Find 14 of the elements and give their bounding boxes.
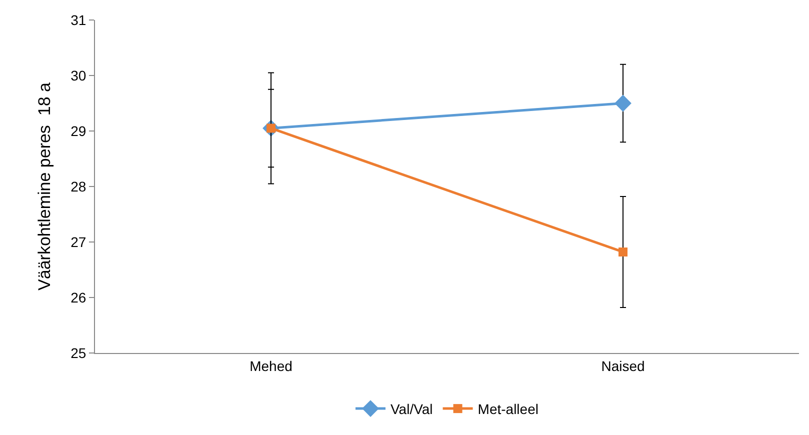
y-axis-title: Väärkohtlemine peres 18 a (35, 82, 54, 290)
y-tick-label: 27 (70, 234, 86, 250)
point (618, 247, 628, 256)
legend-label: Val/Val (390, 401, 433, 418)
legend-label: Met-alleel (478, 401, 538, 418)
point (614, 94, 632, 112)
x-tick-label: Mehed (250, 358, 292, 374)
y-tick-label: 31 (70, 12, 86, 28)
y-tick-label: 29 (70, 122, 86, 139)
y-tick-label: 28 (70, 178, 86, 194)
y-tick-label: 30 (70, 67, 86, 84)
x-tick-label: Naised (601, 358, 645, 374)
y-tick-label: 26 (70, 289, 86, 306)
y-tick-label: 25 (70, 344, 86, 361)
